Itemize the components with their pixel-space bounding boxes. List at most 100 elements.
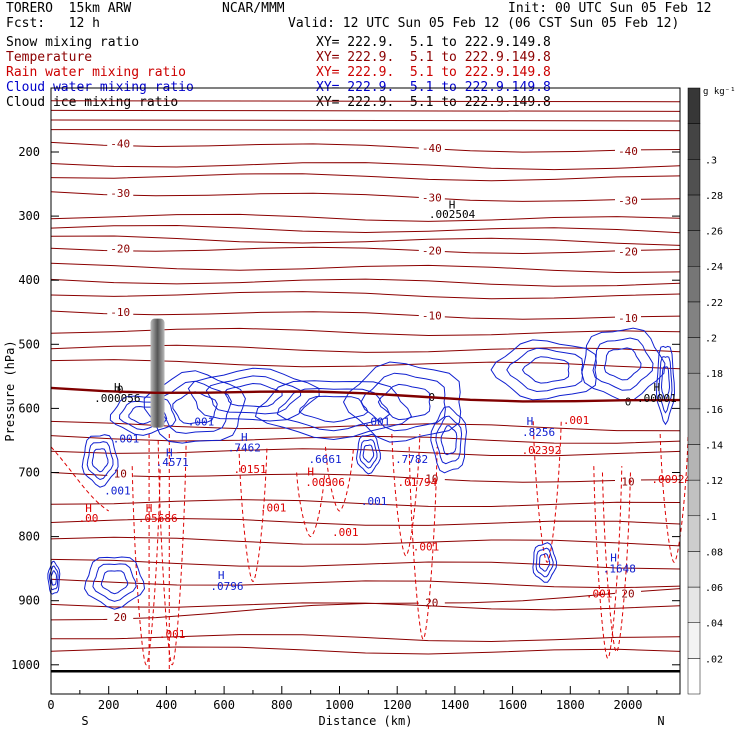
contour-labels: H.000056H.002504H.00001.001.001.001.001.… — [79, 198, 692, 640]
isotherm-label-bg — [418, 243, 445, 256]
cloudwater-label: H — [166, 446, 173, 459]
isotherm-line — [50, 578, 680, 589]
cloudwater-label: .0796 — [210, 580, 243, 593]
colorbar-cell — [687, 87, 701, 124]
cloudwater-label: .1648 — [603, 562, 636, 575]
isotherm-upper — [50, 109, 681, 112]
isotherm-label: -10 — [110, 306, 130, 319]
field-label-snow: Snow mixing ratio — [6, 35, 140, 50]
colorbar-cell — [687, 372, 701, 410]
cloudwater-contour — [521, 356, 570, 384]
isotherm-line — [50, 246, 680, 255]
field-label-rain: Rain water mixing ratio — [6, 65, 187, 80]
isotherm-label-bg — [418, 389, 445, 402]
cloudwater-contour — [47, 560, 61, 595]
isotherm-label: -10 — [618, 312, 638, 325]
forecast-hour: Fcst: 12 h — [6, 16, 100, 31]
rain-label: .0151 — [234, 463, 267, 476]
isotherm-label: 10 — [114, 468, 127, 481]
isotherm-label: -20 — [422, 244, 442, 257]
isotherm-label-bg — [107, 304, 134, 317]
isotherm-label-bg — [418, 308, 445, 321]
field-xy-temperature: XY= 222.9. 5.1 to 222.9.149.8 — [316, 50, 551, 65]
rain-label: .001 — [413, 541, 440, 554]
isotherm-line — [50, 262, 680, 274]
colorbar-tick-label: .14 — [705, 440, 723, 451]
isotherm-label-bg — [615, 244, 641, 257]
field-xy-snow: XY= 222.9. 5.1 to 222.9.149.8 — [316, 35, 551, 50]
isotherm-line — [50, 634, 680, 643]
colorbar-cell — [687, 230, 701, 267]
cloudwater-contour — [172, 391, 218, 425]
cloudwater-contour — [50, 570, 58, 586]
cloudwater-label: .001 — [364, 416, 391, 429]
field-label-cloudwater: Cloud water mixing ratio — [6, 80, 194, 95]
rain-label: .00 — [79, 512, 99, 525]
rain-contour — [532, 421, 562, 563]
cloudwater-label: H — [527, 415, 534, 428]
colorbar-tick-label: .04 — [705, 619, 723, 630]
rain-contour — [593, 466, 623, 659]
x-tick-label: 200 — [98, 698, 120, 712]
north-label: N — [657, 714, 664, 728]
cloudwater-contour — [254, 380, 413, 441]
isotherm-line — [50, 602, 680, 611]
isotherm-line — [50, 435, 680, 444]
isotherm-line — [50, 448, 680, 457]
x-tick-label: 1400 — [440, 698, 469, 712]
isotherm-label: 20 — [114, 611, 127, 624]
cloudwater-contour — [81, 434, 119, 488]
rain-contour — [296, 472, 326, 538]
x-tick-label: 800 — [271, 698, 293, 712]
cloudwater-contour — [109, 395, 177, 436]
isotherm-line — [50, 499, 680, 508]
isotherm-label-bg — [107, 241, 134, 254]
colorbar-cell — [687, 194, 701, 231]
max-annotation: H — [114, 381, 121, 394]
isotherm-upper — [50, 129, 681, 132]
isotherm-label-bg — [615, 193, 641, 206]
rain-label: .001 — [260, 502, 287, 515]
rain-contour — [157, 440, 187, 666]
cloudwater-contour — [603, 347, 642, 381]
colorbar-tick-label: .2 — [705, 334, 717, 345]
isotherm-line — [50, 472, 680, 483]
freezing-line — [50, 386, 680, 673]
colorbar-tick-label: .24 — [705, 262, 723, 273]
isotherm-line — [50, 386, 680, 403]
colorbar-cell — [687, 123, 701, 160]
isotherm-label: 20 — [425, 596, 438, 609]
isotherm-label-bg — [615, 474, 641, 487]
cloudwater-contour — [83, 556, 146, 610]
cloudwater-contour — [157, 380, 232, 434]
colorbar-tick-label: .22 — [705, 298, 723, 309]
colorbar-tick-label: .26 — [705, 227, 723, 238]
colorbar-tick-label: .08 — [705, 547, 723, 558]
y-tick-label: 200 — [18, 145, 40, 159]
colorbar-tick-label: .06 — [705, 583, 723, 594]
cloudwater-contour — [355, 433, 381, 475]
isotherm-label-bg — [107, 382, 134, 395]
cloudwater-contour — [658, 356, 673, 414]
cloudwater-contour — [430, 406, 468, 474]
colorbar-tick-label: .12 — [705, 476, 723, 487]
cloudwater-label: .001 — [113, 432, 140, 445]
cloudwater-label: .8256 — [522, 426, 555, 439]
cloudwater-contour — [506, 347, 584, 393]
temperature-contours: -40 -40 -40 -30 -30 -30 -20 -20 -20 -10 -10 -10 0 0 0 1… — [50, 100, 681, 655]
cloudwater-contour — [92, 563, 137, 602]
cloudwater-label: .001 — [188, 416, 215, 429]
cloudwater-contour — [298, 395, 369, 423]
cloudwater-contour — [440, 425, 458, 456]
cloudwater-contour — [118, 400, 168, 431]
isotherm-label: -20 — [618, 246, 638, 259]
isotherm-label: 0 — [117, 384, 124, 397]
cloudwater-contour — [592, 337, 654, 391]
y-tick-label: 700 — [18, 466, 40, 480]
isotherm-label-bg — [107, 185, 134, 198]
cloudwater-contour — [276, 387, 391, 432]
x-tick-label: 600 — [213, 698, 235, 712]
y-tick-label: 900 — [18, 594, 40, 608]
y-tick-label: 600 — [18, 401, 40, 415]
